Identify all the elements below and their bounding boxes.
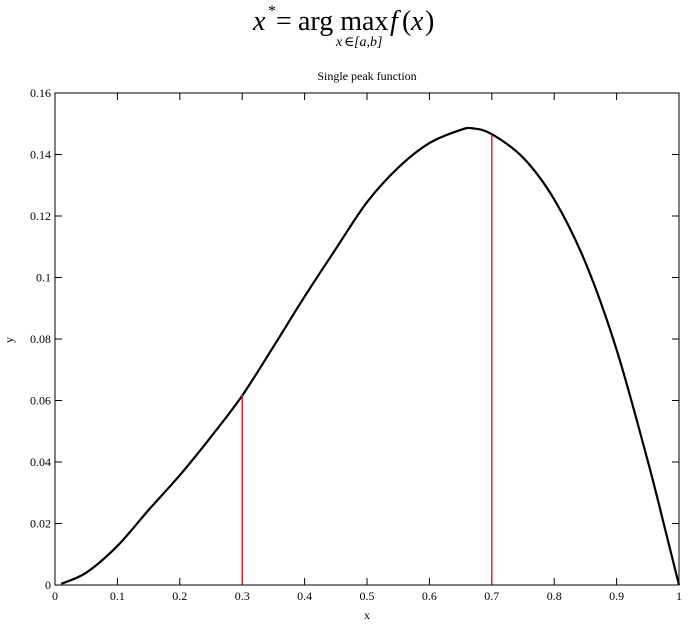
y-tick-label: 0.1	[36, 271, 51, 285]
x-tick-label: 0.9	[609, 589, 624, 603]
y-tick-label: 0.12	[30, 209, 51, 223]
formula-subscript: x ∈ [a,b]	[335, 35, 382, 50]
formula-subscript-var: x	[335, 35, 343, 50]
x-tick-label: 0.2	[172, 589, 187, 603]
formula-equals: =	[276, 6, 292, 37]
formula-operator: arg max	[298, 6, 388, 37]
formula-star: *	[268, 3, 276, 20]
formula-paren-close: )	[425, 6, 434, 37]
x-tick-label: 0.3	[235, 589, 250, 603]
x-tick-label: 1	[676, 589, 682, 603]
formula-paren-open: (	[402, 6, 411, 37]
formula-subscript-in: ∈	[344, 35, 354, 50]
formula-subscript-set: [a,b]	[354, 35, 382, 50]
plot-frame	[54, 92, 680, 586]
x-tick-label: 0	[52, 589, 58, 603]
formula-function: f	[390, 6, 401, 37]
series-line	[60, 126, 681, 586]
y-tick-label: 0.06	[30, 394, 51, 408]
formula-lhs: x	[252, 6, 266, 37]
x-tick-label: 0.5	[360, 589, 375, 603]
y-tick-label: 0.16	[30, 86, 51, 100]
axis-tick-labels: 0 0.1 0.2 0.3 0.4 0.5 0.6 0.7 0.8 0.9 1 0 0.02 0.04 0.…	[30, 86, 682, 603]
y-tick-label: 0	[45, 578, 51, 592]
y-tick-label: 0.04	[30, 455, 51, 469]
y-tick-label: 0.14	[30, 148, 51, 162]
x-tick-label: 0.4	[297, 589, 312, 603]
x-tick-label: 0.7	[484, 589, 499, 603]
x-tick-label: 0.1	[110, 589, 125, 603]
y-tick-label: 0.08	[30, 332, 51, 346]
x-tick-label: 0.8	[547, 589, 562, 603]
x-axis-label: x	[364, 608, 370, 622]
formula-argument: x	[410, 6, 424, 37]
formula: x * = arg max x ∈ [a,b] f ( x )	[252, 3, 434, 50]
chart-title: Single peak function	[317, 69, 416, 83]
y-tick-label: 0.02	[30, 517, 51, 531]
chart-marks	[60, 126, 681, 586]
x-tick-label: 0.6	[422, 589, 437, 603]
y-axis-label: y	[2, 337, 16, 343]
